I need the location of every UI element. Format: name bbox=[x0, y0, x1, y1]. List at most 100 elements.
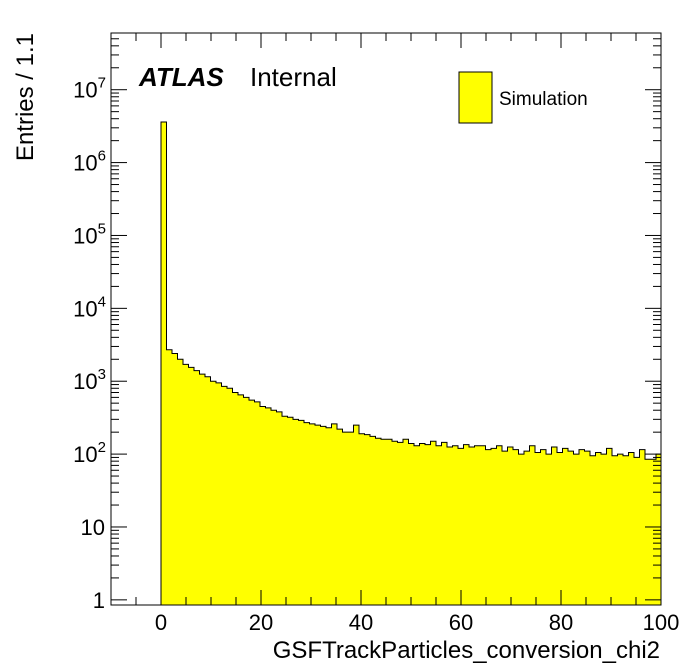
x-axis-title: GSFTrackParticles_conversion_chi2 bbox=[273, 637, 660, 664]
histogram-bin bbox=[276, 411, 282, 605]
x-tick-label: 60 bbox=[449, 610, 473, 635]
histogram-bin bbox=[628, 452, 634, 605]
histogram-bin bbox=[601, 454, 607, 605]
histogram-bin bbox=[194, 370, 200, 605]
y-tick-label: 106 bbox=[73, 148, 106, 176]
x-tick-label: 20 bbox=[249, 610, 273, 635]
histogram-bin bbox=[568, 451, 574, 605]
histogram-bin bbox=[359, 433, 365, 605]
histogram-bin bbox=[216, 382, 222, 605]
histogram-bin bbox=[639, 449, 645, 605]
histogram-bin bbox=[221, 386, 227, 605]
histogram-bin bbox=[617, 454, 623, 605]
x-tick-label: 100 bbox=[643, 610, 680, 635]
histogram-bin bbox=[469, 447, 475, 605]
y-tick-label: 103 bbox=[73, 366, 106, 394]
histogram-bin bbox=[425, 444, 431, 605]
histogram-bin bbox=[282, 416, 288, 605]
histogram-bin bbox=[557, 452, 563, 605]
histogram-bin bbox=[414, 445, 420, 605]
legend-swatch-simulation bbox=[458, 71, 493, 124]
y-tick-label: 107 bbox=[73, 75, 106, 103]
histogram-bin bbox=[480, 445, 486, 605]
x-tick-label: 0 bbox=[155, 610, 167, 635]
legend-entry-simulation: Simulation bbox=[499, 89, 588, 110]
histogram-bin bbox=[573, 454, 579, 605]
histogram-bin bbox=[386, 439, 392, 605]
histogram-bin bbox=[298, 420, 304, 605]
histogram-bin bbox=[645, 459, 651, 605]
histogram-bin bbox=[304, 422, 310, 605]
histogram-bin bbox=[408, 443, 414, 605]
histogram-bin bbox=[293, 419, 299, 605]
histogram-bin bbox=[381, 439, 387, 605]
histogram-bin bbox=[590, 455, 596, 605]
histogram-bin bbox=[342, 432, 348, 605]
histogram-bin bbox=[315, 425, 321, 605]
histogram-bin bbox=[348, 432, 354, 605]
histogram-bin bbox=[546, 454, 552, 605]
histogram-bin bbox=[502, 451, 508, 605]
histogram-bin bbox=[430, 441, 436, 605]
histogram-bin bbox=[403, 439, 409, 605]
y-axis-ticks bbox=[111, 32, 661, 601]
histogram-bin bbox=[309, 423, 315, 605]
histogram-bin bbox=[529, 445, 535, 605]
histogram-bin bbox=[238, 394, 244, 605]
histogram-bin bbox=[491, 448, 497, 605]
histogram-bin bbox=[458, 448, 464, 605]
histogram-bin bbox=[260, 406, 266, 605]
histogram-bin bbox=[205, 376, 211, 605]
histogram-bin bbox=[579, 449, 585, 605]
histogram-bin bbox=[584, 451, 590, 605]
histogram-bin bbox=[507, 447, 513, 605]
histogram-bin bbox=[463, 444, 469, 605]
histogram-bin bbox=[524, 451, 530, 605]
histogram-bin bbox=[452, 445, 458, 605]
histogram-bin bbox=[331, 423, 337, 605]
histogram-bin bbox=[254, 401, 260, 605]
histogram-bin bbox=[518, 454, 524, 605]
atlas-label: ATLAS bbox=[138, 62, 224, 92]
histogram-bin bbox=[337, 429, 343, 605]
y-axis-title: Entries / 1.1 bbox=[12, 33, 39, 161]
histogram-outline bbox=[160, 121, 661, 605]
histogram-bin bbox=[392, 441, 398, 605]
histogram-bin bbox=[265, 407, 271, 605]
histogram-bin bbox=[419, 443, 425, 605]
histogram-bin bbox=[485, 449, 491, 605]
y-tick-labels: 1 10 102 103 104 105 106 107 bbox=[73, 75, 106, 613]
y-tick-label: 102 bbox=[73, 439, 106, 467]
histogram-bin bbox=[232, 392, 238, 605]
histogram-bin bbox=[161, 122, 167, 606]
histogram-bin bbox=[634, 457, 640, 605]
histogram-bin bbox=[447, 447, 453, 605]
histogram-bin bbox=[606, 448, 612, 605]
histogram-bin bbox=[370, 436, 376, 605]
histogram-bin bbox=[183, 364, 189, 605]
histogram-bin bbox=[287, 417, 293, 605]
histogram-bin bbox=[364, 434, 370, 605]
histogram-bin bbox=[562, 448, 568, 605]
histogram-bin bbox=[612, 455, 618, 605]
atlas-sublabel: Internal bbox=[250, 62, 337, 92]
histogram-bin bbox=[271, 410, 277, 605]
x-tick-label: 40 bbox=[349, 610, 373, 635]
histogram-bin bbox=[441, 442, 447, 605]
histogram-bin bbox=[172, 353, 178, 605]
histogram-bin bbox=[243, 397, 249, 605]
y-tick-label: 10 bbox=[81, 515, 105, 540]
histogram-bin bbox=[210, 381, 216, 605]
histogram-bin bbox=[199, 374, 205, 605]
histogram-bin bbox=[540, 449, 546, 605]
histogram-bin bbox=[227, 388, 233, 605]
histogram-bin bbox=[513, 449, 519, 605]
histogram-bin bbox=[353, 425, 359, 605]
y-tick-label: 104 bbox=[73, 293, 106, 321]
histogram-bin bbox=[623, 455, 629, 605]
histogram-bin bbox=[188, 367, 194, 605]
histogram-bin bbox=[535, 452, 541, 605]
y-tick-label: 1 bbox=[93, 588, 105, 613]
histogram-bin bbox=[650, 459, 656, 605]
